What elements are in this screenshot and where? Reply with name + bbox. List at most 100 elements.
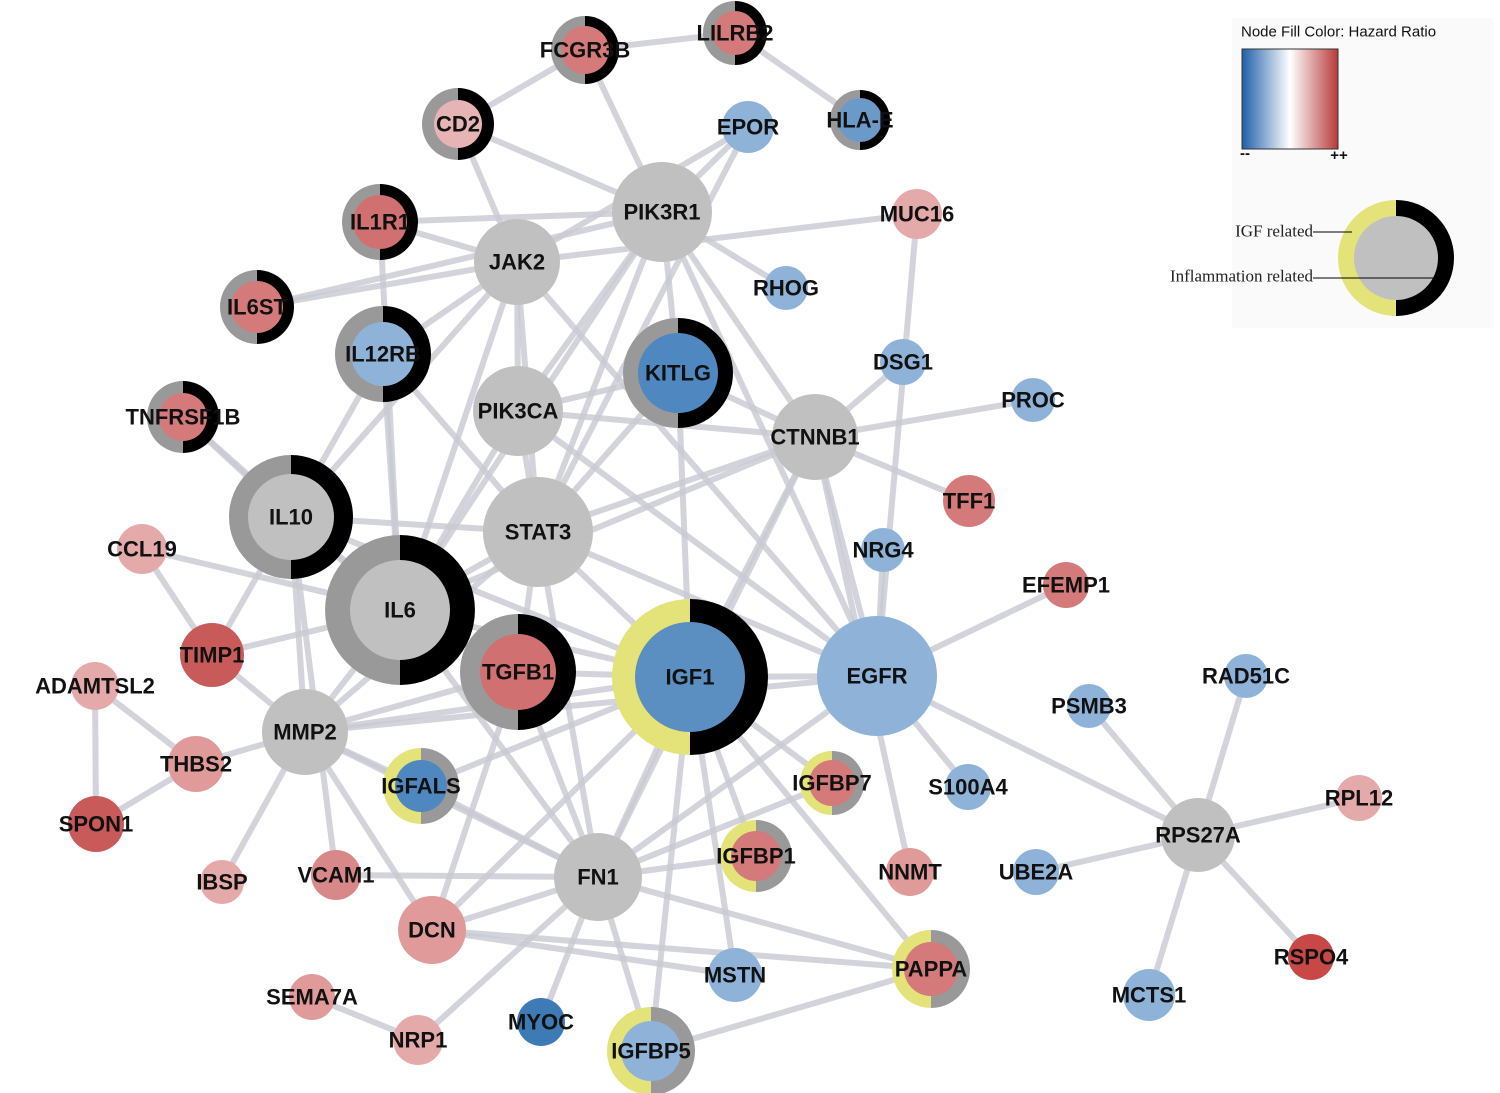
node-label: VCAM1: [297, 863, 374, 888]
node: [483, 477, 593, 587]
node-label: IGFBP5: [611, 1039, 690, 1064]
node-label: MMP2: [273, 720, 337, 745]
node-label: PIK3R1: [623, 200, 700, 225]
node-label: MYOC: [508, 1010, 574, 1035]
node-label: PSMB3: [1051, 694, 1127, 719]
edge: [431, 927, 736, 978]
node: [708, 948, 762, 1002]
node-label: S100A4: [928, 775, 1008, 800]
legend-title: Node Fill Color: Hazard Ratio: [1241, 24, 1436, 41]
node-label: PAPPA: [895, 957, 968, 982]
node: [561, 26, 609, 74]
node-label: MCTS1: [1112, 983, 1187, 1008]
node-label: IGFALS: [381, 774, 460, 799]
node-label: FCGR3B: [540, 38, 630, 63]
node: [943, 475, 995, 527]
node-label: IL10: [269, 505, 313, 530]
scale-high: ++: [1330, 147, 1348, 164]
node: [480, 634, 556, 710]
node: [722, 101, 774, 153]
node: [764, 266, 808, 310]
node-label: TIMP1: [180, 643, 245, 668]
node-label: CD2: [436, 112, 480, 137]
node: [945, 764, 991, 810]
edge: [256, 259, 518, 310]
node: [434, 100, 482, 148]
node-label: UBE2A: [999, 860, 1074, 885]
node: [398, 896, 466, 964]
node-label: TNFRSF1B: [126, 405, 241, 430]
node: [262, 689, 348, 775]
edge: [304, 673, 878, 735]
nodes: FCGR3B LILRB2 CD2 EPOR HLA-E PIK3R1 MUC16 IL1R1…: [35, 1, 1393, 1093]
node-label: DCN: [408, 918, 456, 943]
edge: [650, 966, 932, 1054]
node-label: IL6ST: [227, 295, 287, 320]
node-label: EPOR: [717, 115, 779, 140]
node-label: IL6: [384, 598, 416, 623]
node-label: IL1R1: [350, 210, 410, 235]
node: [809, 760, 855, 806]
edge: [431, 927, 932, 972]
node: [861, 528, 905, 572]
node: [772, 394, 858, 480]
node: [1067, 684, 1111, 728]
node-label: EFEMP1: [1022, 573, 1110, 598]
node-label: ADAMTSL2: [35, 674, 155, 699]
node: [1123, 969, 1175, 1021]
node-label: MUC16: [880, 202, 955, 227]
node-label: MSTN: [704, 963, 766, 988]
node-label: SEMA7A: [266, 985, 358, 1010]
color-scale: [1241, 48, 1339, 150]
edge: [516, 211, 918, 265]
node: [612, 162, 712, 262]
node-label: THBS2: [160, 752, 232, 777]
node: [1161, 798, 1235, 872]
node-label: EGFR: [846, 664, 907, 689]
node: [311, 850, 361, 900]
node-label: IBSP: [196, 870, 247, 895]
node-label: DSG1: [873, 350, 933, 375]
scale-low: --: [1240, 145, 1250, 162]
node: [353, 195, 407, 249]
node-label: LILRB2: [697, 21, 774, 46]
node: [350, 560, 450, 660]
legend: Node Fill Color: Hazard Ratio -- ++ IGF …: [1170, 18, 1494, 328]
node-label: JAK2: [489, 250, 545, 275]
node-label: PIK3CA: [478, 399, 559, 424]
node: [1288, 934, 1334, 980]
node: [635, 622, 745, 732]
node: [68, 796, 124, 852]
node-label: IGFBP1: [716, 844, 795, 869]
node: [474, 219, 560, 305]
edge: [514, 260, 880, 678]
node: [886, 848, 934, 896]
node-label: NNMT: [878, 860, 942, 885]
node: [71, 662, 119, 710]
node: [473, 366, 563, 456]
node-label: RPS27A: [1155, 823, 1241, 848]
node: [621, 1021, 681, 1081]
node-label: STAT3: [505, 520, 571, 545]
node-label: CTNNB1: [770, 425, 859, 450]
node-label: KITLG: [645, 361, 711, 386]
node: [1336, 775, 1382, 821]
node-label: FN1: [577, 865, 619, 890]
edge: [535, 125, 751, 534]
node: [1013, 849, 1059, 895]
node-label: RPL12: [1325, 786, 1393, 811]
edge: [597, 874, 932, 972]
edge: [535, 210, 665, 534]
node: [731, 831, 781, 881]
node-label: SPON1: [59, 812, 134, 837]
node-label: TFF1: [943, 489, 996, 514]
legend-igf-label: IGF related: [1235, 222, 1313, 241]
node: [351, 322, 415, 386]
node: [904, 942, 958, 996]
node: [200, 860, 244, 904]
node: [892, 189, 942, 239]
node: [289, 974, 335, 1020]
node-label: PROC: [1001, 388, 1065, 413]
node: [180, 623, 244, 687]
